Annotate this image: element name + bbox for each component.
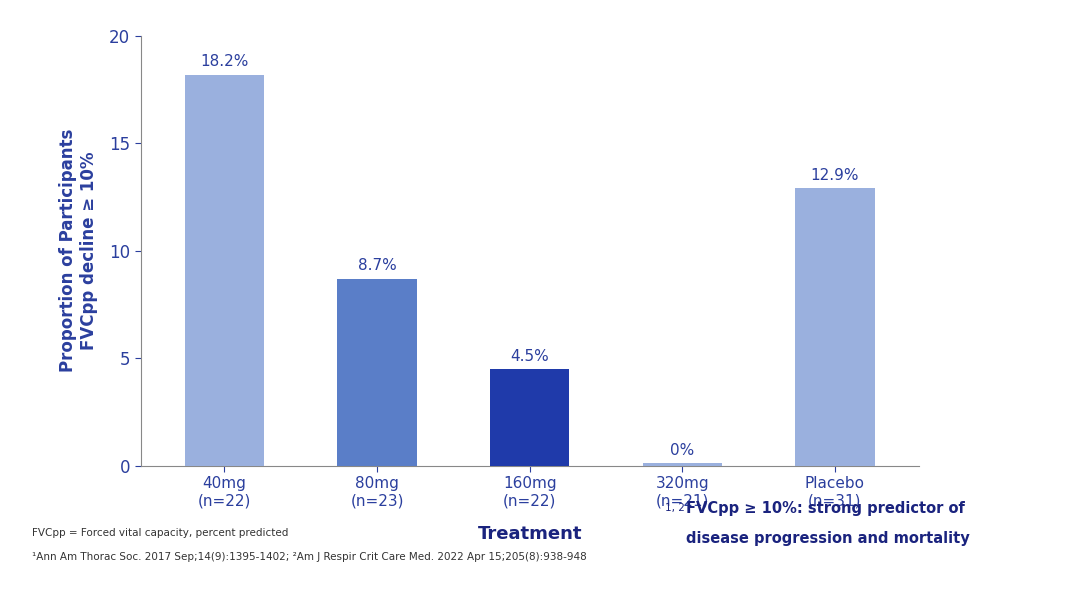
Bar [185,75,264,466]
Text: 18.2%: 18.2% [200,54,249,69]
Bar [490,369,570,466]
Text: 0%: 0% [670,443,694,458]
X-axis label: Treatment: Treatment [478,525,582,543]
Text: FVCpp ≥ 10%: strong predictor of: FVCpp ≥ 10%: strong predictor of [686,501,965,516]
Bar [337,279,417,466]
Text: 12.9%: 12.9% [811,168,859,183]
Text: 1, 2: 1, 2 [665,503,688,513]
Bar [642,463,722,466]
Text: FVCpp = Forced vital capacity, percent predicted: FVCpp = Forced vital capacity, percent p… [32,528,289,538]
Text: 4.5%: 4.5% [510,349,549,364]
Text: 8.7%: 8.7% [358,259,397,273]
Y-axis label: Proportion of Participants
FVCpp decline ≥ 10%: Proportion of Participants FVCpp decline… [59,129,98,373]
Text: ¹Ann Am Thorac Soc. 2017 Sep;14(9):1395-1402; ²Am J Respir Crit Care Med. 2022 A: ¹Ann Am Thorac Soc. 2017 Sep;14(9):1395-… [32,552,587,562]
Text: disease progression and mortality: disease progression and mortality [686,531,970,546]
Bar [796,189,875,466]
